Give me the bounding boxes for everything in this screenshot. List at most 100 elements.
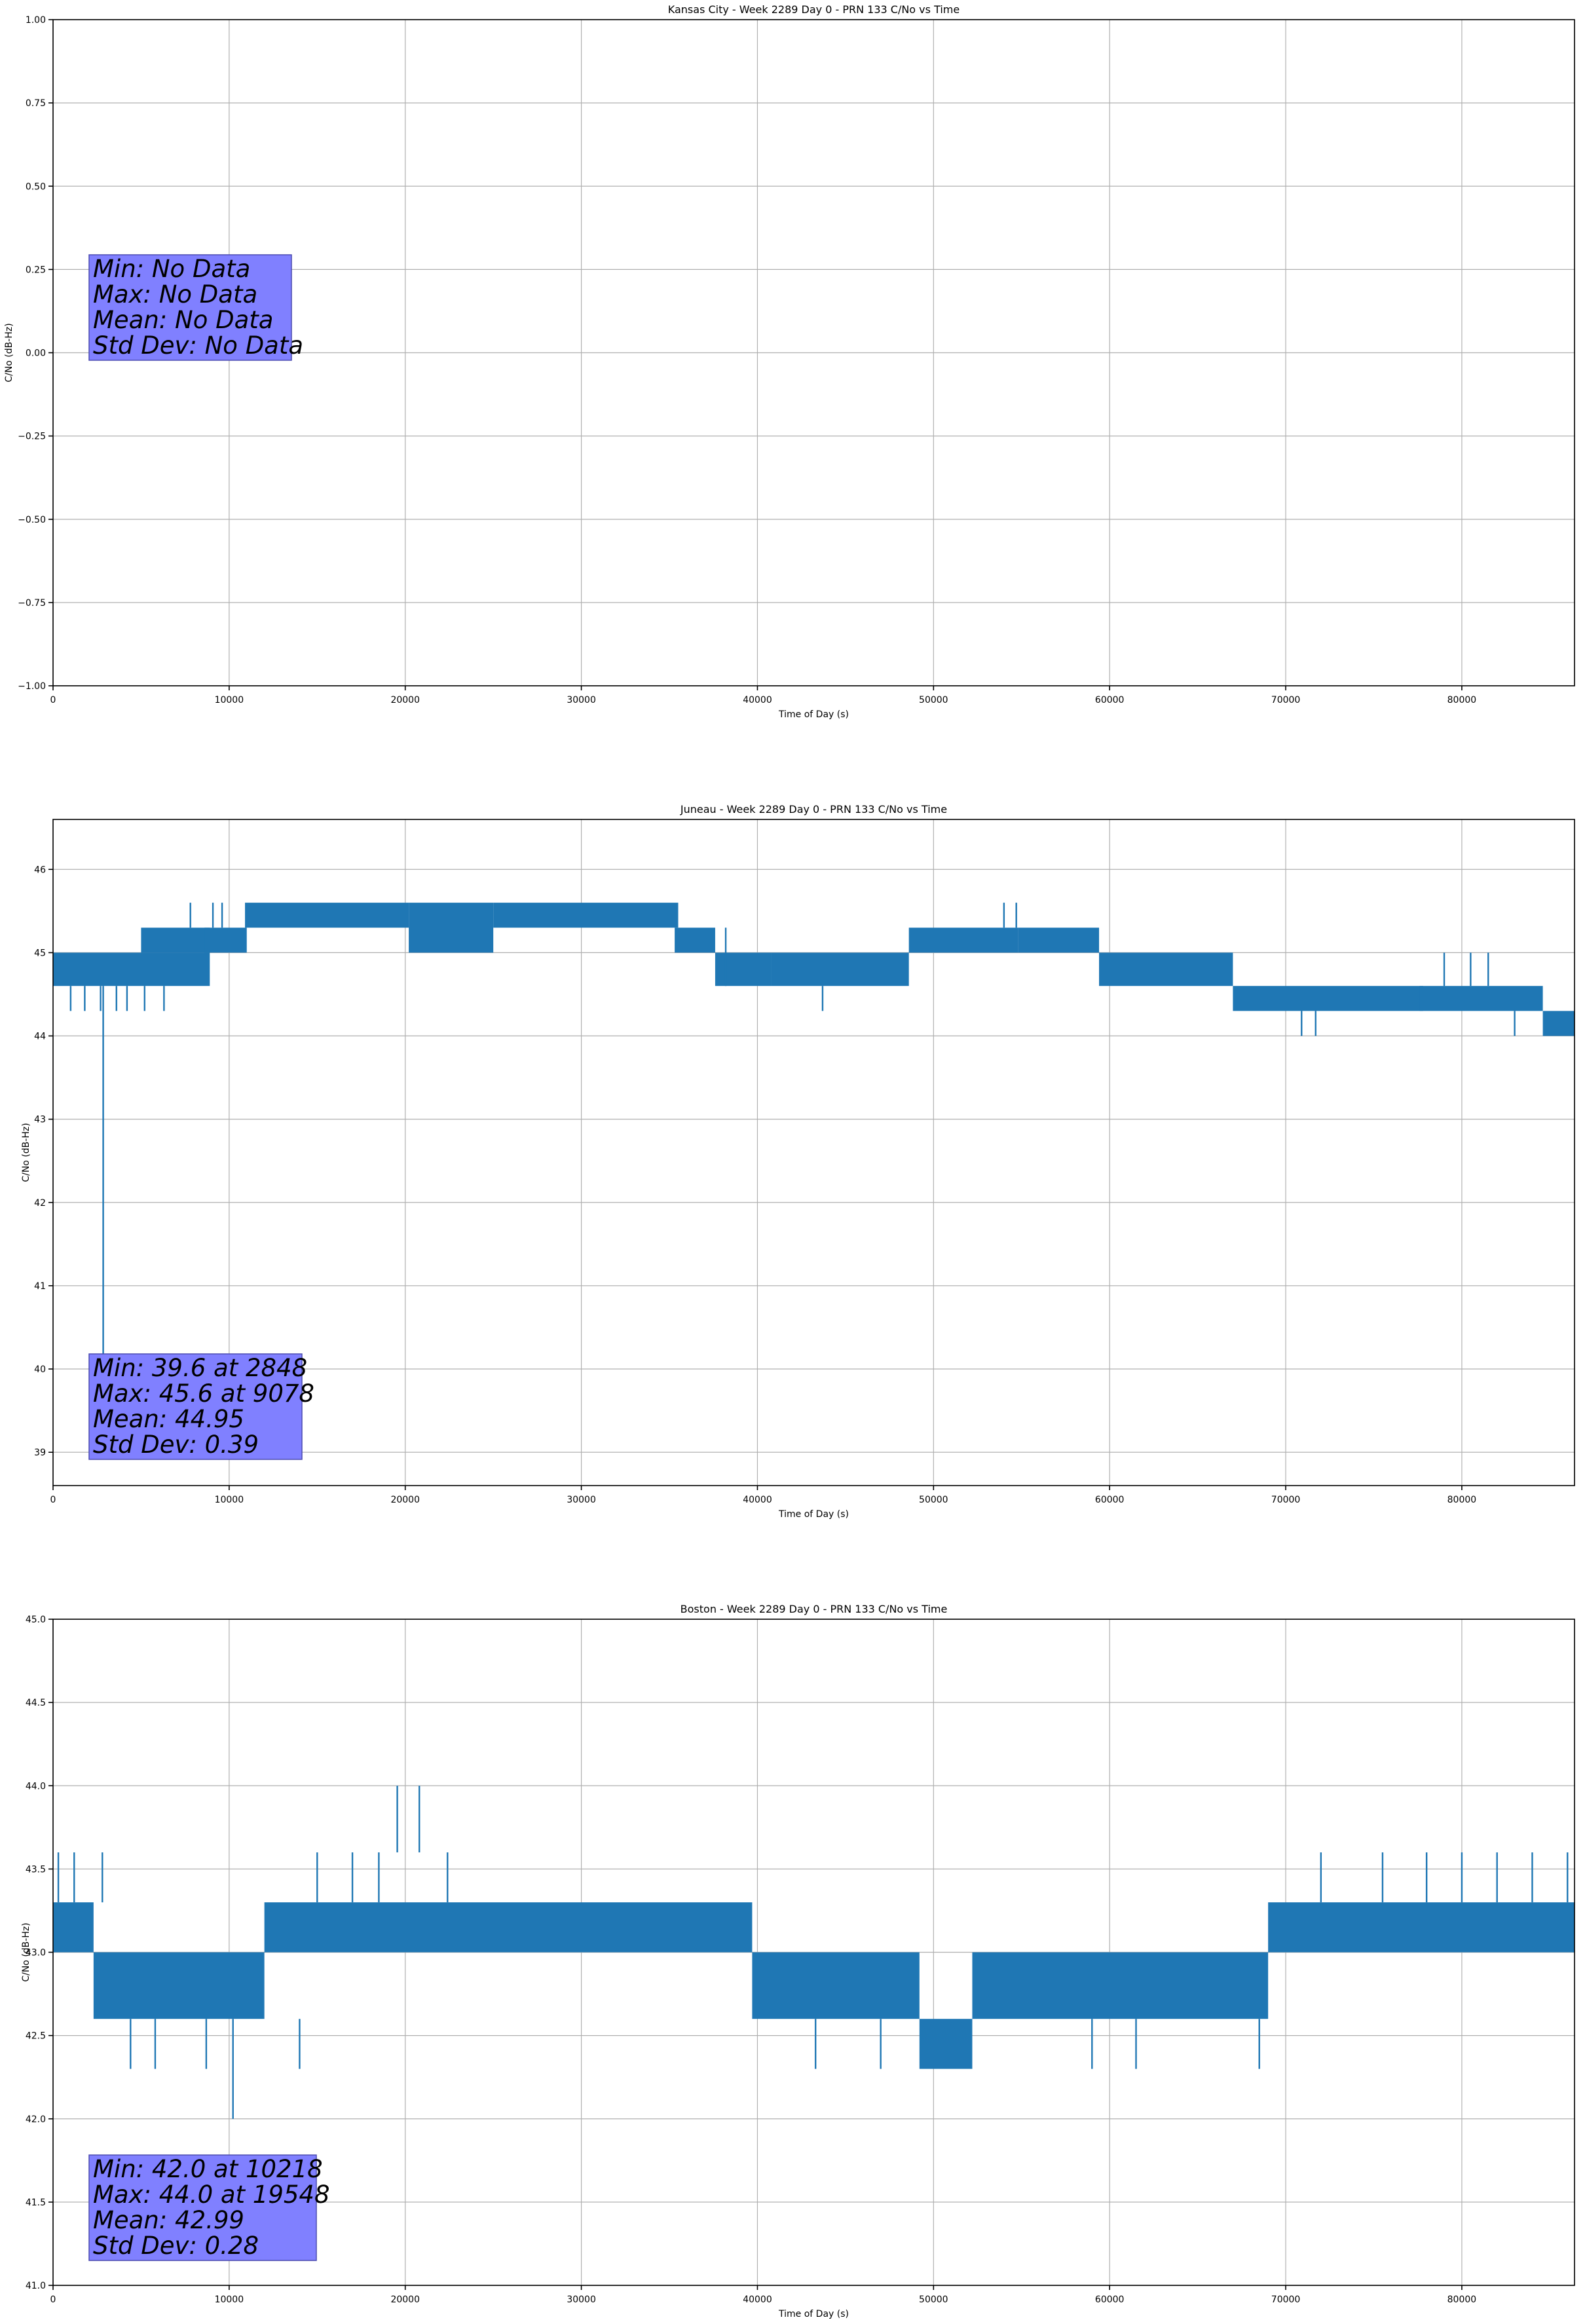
x-tick-label: 70000 bbox=[1271, 1495, 1301, 1505]
x-tick-label: 30000 bbox=[567, 2295, 596, 2305]
x-tick-label: 40000 bbox=[743, 2295, 772, 2305]
x-axis-label: Time of Day (s) bbox=[778, 1509, 849, 1520]
x-tick-label: 20000 bbox=[390, 2295, 420, 2305]
x-tick-label: 70000 bbox=[1271, 2295, 1301, 2305]
y-tick-label: 45.0 bbox=[26, 1615, 46, 1625]
stats-background bbox=[88, 254, 292, 361]
stats-line: Max: 45.6 at 9078 bbox=[93, 1379, 314, 1408]
data-band bbox=[1099, 952, 1233, 986]
chart-title: Juneau - Week 2289 Day 0 - PRN 133 C/No … bbox=[680, 803, 947, 815]
x-tick-label: 30000 bbox=[567, 1495, 596, 1505]
data-band bbox=[908, 928, 1018, 953]
x-tick-label: 40000 bbox=[743, 695, 772, 705]
stats-line: Std Dev: 0.39 bbox=[93, 1431, 259, 1459]
y-tick-label: 41 bbox=[34, 1281, 46, 1292]
data-band bbox=[264, 1902, 753, 1953]
stats-background bbox=[88, 1353, 303, 1460]
y-tick-label: 43.0 bbox=[26, 1948, 46, 1959]
data-band bbox=[715, 952, 772, 986]
y-tick-label: −0.50 bbox=[18, 515, 46, 525]
data-band bbox=[493, 903, 679, 928]
stats-line: Min: 42.0 at 10218 bbox=[93, 2155, 323, 2183]
stats-line: Std Dev: No Data bbox=[93, 331, 303, 360]
x-tick-label: 30000 bbox=[567, 695, 596, 705]
stats-line: Min: 39.6 at 2848 bbox=[93, 1354, 307, 1382]
x-tick-label: 20000 bbox=[390, 1495, 420, 1505]
x-tick-label: 10000 bbox=[215, 2295, 244, 2305]
axes-frame bbox=[52, 819, 1575, 1486]
stats-background bbox=[88, 2154, 317, 2261]
y-tick-label: 41.5 bbox=[26, 2198, 46, 2208]
chart-title: Kansas City - Week 2289 Day 0 - PRN 133 … bbox=[668, 3, 960, 16]
y-tick-label: −0.25 bbox=[18, 432, 46, 442]
x-tick-label: 20000 bbox=[390, 695, 420, 705]
x-tick-label: 80000 bbox=[1447, 2295, 1477, 2305]
x-tick-label: 50000 bbox=[919, 1495, 948, 1505]
chart-panel-0: 0 10000 20000 30000 40000 50000 60000 70000 8000… bbox=[4, 3, 1575, 720]
data-band bbox=[675, 928, 715, 953]
stats-line: Max: No Data bbox=[93, 280, 257, 309]
y-tick-label: 0.75 bbox=[26, 98, 46, 109]
data-band bbox=[53, 1902, 94, 1953]
y-tick-label: 46 bbox=[34, 865, 46, 875]
y-tick-label: 39 bbox=[34, 1448, 46, 1458]
y-tick-label: 1.00 bbox=[26, 15, 46, 26]
y-axis-label: C/No (dB-Hz) bbox=[21, 1123, 31, 1182]
stats-line: Mean: No Data bbox=[93, 306, 273, 334]
x-tick-label: 10000 bbox=[215, 695, 244, 705]
chart-panel-1: 0 10000 20000 30000 40000 50000 60000 70000 8000… bbox=[21, 803, 1575, 1520]
x-axis-label: Time of Day (s) bbox=[778, 2309, 849, 2319]
data-band bbox=[752, 1952, 920, 2019]
data-band bbox=[972, 1952, 1269, 2019]
data-band bbox=[919, 2019, 973, 2069]
y-axis-label: C/No (dB-Hz) bbox=[4, 323, 14, 382]
data-series bbox=[53, 903, 1575, 1402]
data-band bbox=[93, 1952, 265, 2019]
data-series bbox=[53, 1786, 1575, 2119]
data-band bbox=[1018, 928, 1100, 953]
y-tick-label: −0.75 bbox=[18, 598, 46, 609]
x-tick-label: 0 bbox=[50, 2295, 56, 2305]
x-tick-label: 40000 bbox=[743, 1495, 772, 1505]
y-tick-label: 44.5 bbox=[26, 1698, 46, 1708]
y-tick-label: 42.0 bbox=[26, 2114, 46, 2125]
y-tick-label: −1.00 bbox=[18, 681, 46, 692]
data-band bbox=[141, 928, 210, 953]
stats-line: Mean: 44.95 bbox=[93, 1405, 244, 1433]
x-tick-label: 60000 bbox=[1095, 695, 1125, 705]
x-tick-label: 80000 bbox=[1447, 695, 1477, 705]
data-band bbox=[1268, 1902, 1575, 1953]
y-tick-label: 0.50 bbox=[26, 181, 46, 192]
x-tick-label: 70000 bbox=[1271, 695, 1301, 705]
x-tick-label: 0 bbox=[50, 1495, 56, 1505]
data-band bbox=[1419, 986, 1543, 1011]
x-axis-label: Time of Day (s) bbox=[778, 709, 849, 720]
x-tick-label: 10000 bbox=[215, 1495, 244, 1505]
data-band bbox=[771, 952, 909, 986]
y-tick-label: 41.0 bbox=[26, 2281, 46, 2291]
data-band bbox=[245, 903, 409, 928]
y-tick-label: 44.0 bbox=[26, 1781, 46, 1791]
chart-panel-2: 0 10000 20000 30000 40000 50000 60000 70000 8000… bbox=[21, 1603, 1575, 2319]
stats-line: Std Dev: 0.28 bbox=[93, 2232, 259, 2260]
data-band bbox=[1233, 986, 1423, 1011]
y-tick-label: 0.00 bbox=[26, 348, 46, 359]
y-tick-label: 43 bbox=[34, 1115, 46, 1125]
x-tick-label: 50000 bbox=[919, 2295, 948, 2305]
stats-line: Mean: 42.99 bbox=[93, 2206, 244, 2234]
x-tick-label: 80000 bbox=[1447, 1495, 1477, 1505]
data-band bbox=[409, 903, 494, 953]
y-tick-label: 45 bbox=[34, 948, 46, 958]
y-tick-label: 42.5 bbox=[26, 2031, 46, 2042]
chart-title: Boston - Week 2289 Day 0 - PRN 133 C/No … bbox=[681, 1603, 948, 1615]
y-tick-label: 44 bbox=[34, 1032, 46, 1042]
y-tick-label: 0.25 bbox=[26, 265, 46, 275]
y-axis-label: C/No (dB-Hz) bbox=[21, 1922, 31, 1981]
x-tick-label: 0 bbox=[50, 695, 56, 705]
stats-line: Max: 44.0 at 19548 bbox=[93, 2181, 330, 2209]
y-tick-label: 40 bbox=[34, 1364, 46, 1375]
